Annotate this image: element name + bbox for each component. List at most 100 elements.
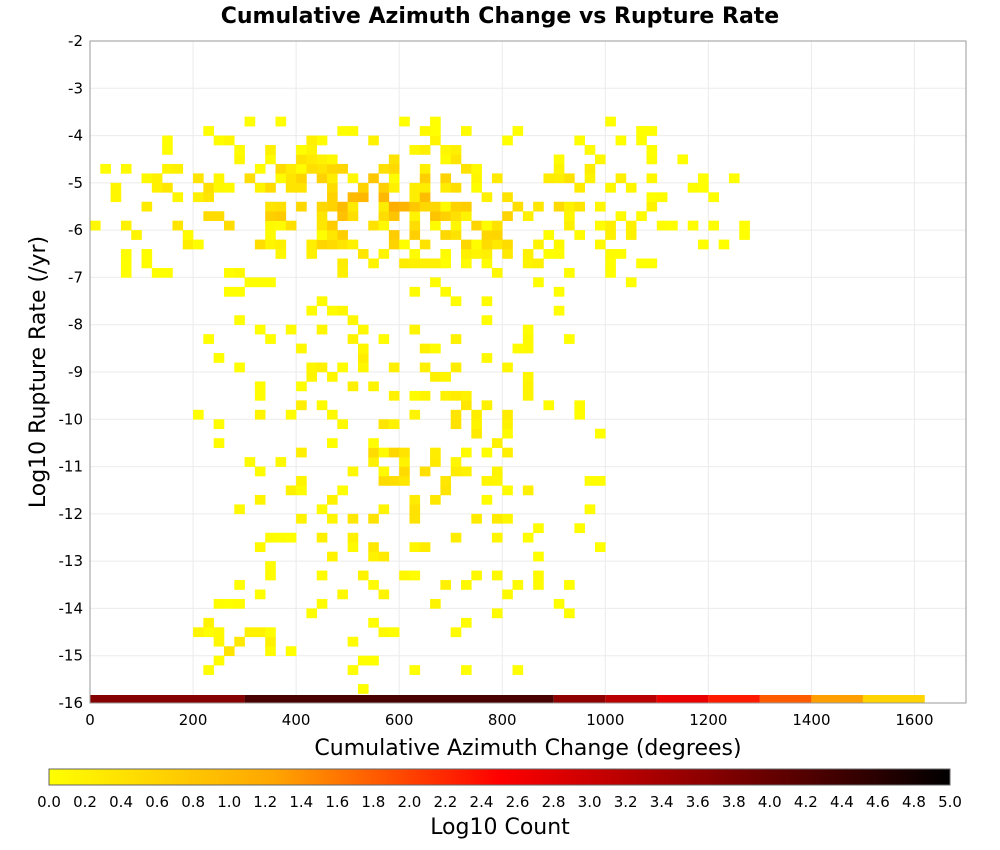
heatmap-cell <box>409 286 421 297</box>
heatmap-cell <box>646 126 658 136</box>
heatmap-cell <box>625 230 637 240</box>
heatmap-cell <box>275 249 287 259</box>
heatmap-cell <box>481 494 493 505</box>
heatmap-cell <box>285 173 297 184</box>
heatmap-cell <box>450 145 462 155</box>
heatmap-cell <box>316 324 328 335</box>
heatmap-cell <box>430 116 441 127</box>
y-tick-label: -5 <box>68 174 83 192</box>
heatmap-cell <box>275 239 287 250</box>
colorbar-tick-label: 3.4 <box>650 793 674 811</box>
heatmap-cell <box>461 466 472 477</box>
heatmap-cell <box>615 135 627 146</box>
heatmap-cell <box>502 447 513 458</box>
heatmap-cell <box>430 135 441 146</box>
heatmap-cell <box>378 192 390 203</box>
heatmap-cell <box>296 381 307 392</box>
heatmap-cell <box>347 192 359 203</box>
heatmap-cell <box>471 428 482 439</box>
colorbar-tick-label: 1.4 <box>289 793 313 811</box>
heatmap-cell <box>316 135 328 146</box>
heatmap-cell <box>409 220 421 231</box>
y-tick-label: -12 <box>59 505 84 523</box>
heatmap-cell <box>574 201 585 212</box>
heatmap-cell <box>533 580 544 590</box>
heatmap-cell <box>533 201 544 212</box>
heatmap-cell <box>162 267 173 278</box>
heatmap-cell <box>430 277 441 288</box>
heatmap-cell <box>491 476 503 486</box>
heatmap-cell <box>203 182 214 193</box>
heatmap-cell <box>388 239 400 250</box>
heatmap-cell <box>306 145 318 155</box>
heatmap-cell <box>564 334 575 344</box>
heatmap-cell <box>306 249 318 259</box>
heatmap-cell <box>316 296 328 307</box>
heatmap-cell <box>430 372 441 382</box>
bottom-row-segment <box>244 695 554 703</box>
heatmap-cell <box>419 343 431 354</box>
heatmap-cell <box>594 154 606 165</box>
heatmap-cell <box>368 438 379 448</box>
y-tick-label: -11 <box>59 458 84 476</box>
heatmap-cell <box>254 409 266 420</box>
heatmap-cell <box>698 239 709 250</box>
heatmap-cell <box>471 173 482 184</box>
heatmap-cell <box>265 211 276 221</box>
heatmap-cell <box>708 192 719 203</box>
heatmap-cell <box>522 258 534 269</box>
heatmap-cell <box>296 163 307 174</box>
heatmap-cell <box>193 627 204 638</box>
heatmap-cell <box>481 249 493 259</box>
heatmap-cell <box>203 211 214 221</box>
heatmap-cell <box>522 324 534 335</box>
heatmap-cell <box>625 220 637 231</box>
heatmap-cell <box>553 249 565 259</box>
heatmap-cell <box>234 362 245 373</box>
heatmap-cell <box>636 211 647 221</box>
heatmap-cell <box>430 447 441 458</box>
heatmap-cell <box>533 258 544 269</box>
bottom-row-segment <box>553 695 606 703</box>
heatmap-cell <box>491 230 503 240</box>
heatmap-cell <box>594 428 606 439</box>
heatmap-cell <box>316 230 328 240</box>
heatmap-cell <box>605 116 616 127</box>
colorbar-tick-label: 2.0 <box>397 793 421 811</box>
heatmap-cell <box>409 249 421 259</box>
heatmap-cell <box>564 267 575 278</box>
heatmap-cell <box>347 636 359 647</box>
heatmap-cell <box>347 211 359 221</box>
y-axis-ticks: -2 -3 -4 -5 -6 -7 -8 -9 -10 -11 -12 -13 -14 -15 -16 <box>59 32 84 712</box>
x-tick-label: 1000 <box>586 711 624 729</box>
colorbar-tick-label: 3.2 <box>614 793 638 811</box>
heatmap-cell <box>409 513 421 524</box>
heatmap-cell <box>450 627 462 638</box>
heatmap-cell <box>213 655 225 666</box>
heatmap-cell <box>481 230 493 240</box>
heatmap-cell <box>378 476 390 486</box>
heatmap-cell <box>306 608 318 619</box>
heatmap-cell <box>357 655 369 666</box>
heatmap-cell <box>337 589 348 600</box>
heatmap-cell <box>265 561 276 571</box>
heatmap-cell <box>347 173 359 184</box>
heatmap-cell <box>378 201 390 212</box>
heatmap-cell <box>120 163 132 174</box>
heatmap-cell <box>337 267 348 278</box>
heatmap-cell <box>450 532 462 543</box>
heatmap-cell <box>502 249 513 259</box>
heatmap-cell <box>625 182 637 193</box>
heatmap-cell <box>450 390 462 401</box>
heatmap-cell <box>388 154 400 165</box>
heatmap-cell <box>244 627 256 638</box>
heatmap-cell <box>399 447 410 458</box>
heatmap-cell <box>564 211 575 221</box>
colorbar-tick-label: 1.6 <box>325 793 349 811</box>
heatmap-cell <box>337 239 348 250</box>
heatmap-cell <box>461 211 472 221</box>
heatmap-cell <box>698 173 709 184</box>
plot-border <box>89 40 967 704</box>
heatmap-cell <box>491 239 503 250</box>
heatmap-cell <box>450 409 462 420</box>
